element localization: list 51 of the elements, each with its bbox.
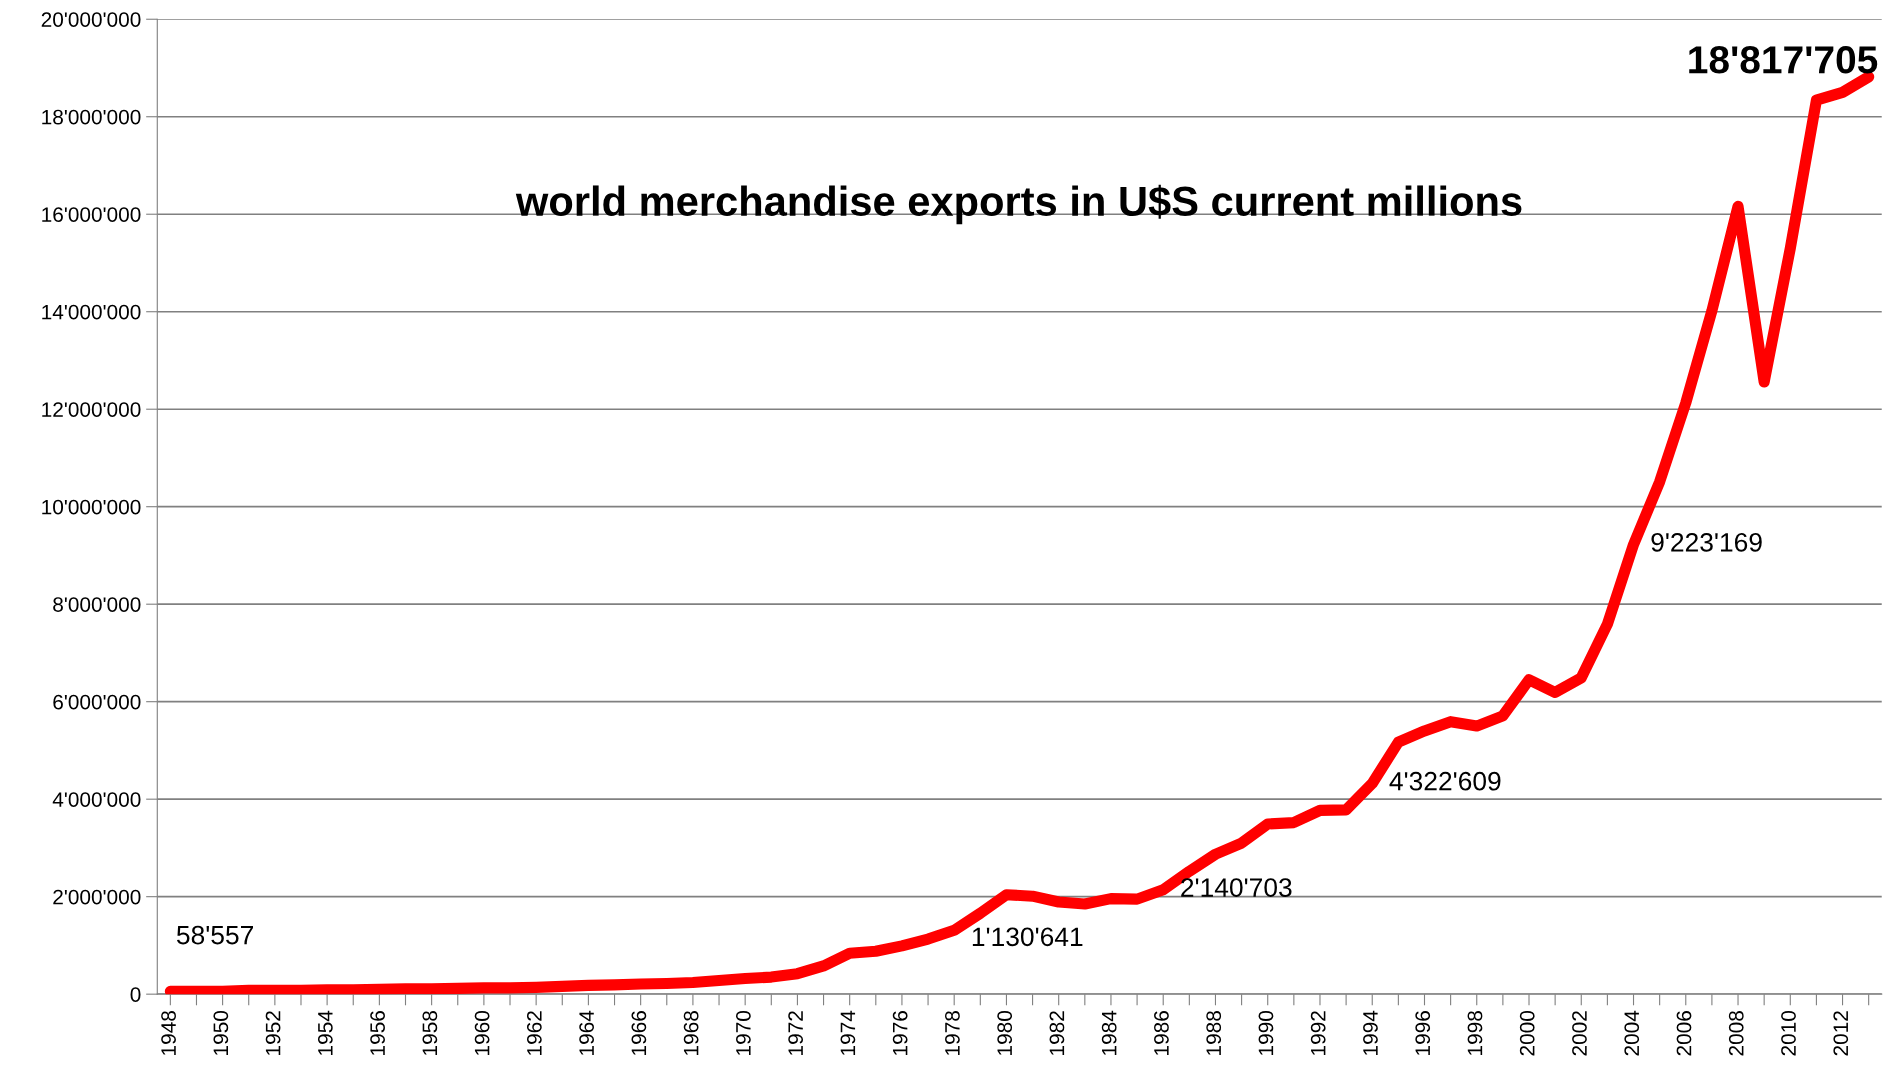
x-tick-label: 1952: [265, 1011, 281, 1055]
annotation: 18'817'705: [1689, 46, 1878, 74]
x-tick-label: 1994: [1363, 1010, 1378, 1055]
x-tick-label: 2000: [1519, 1010, 1535, 1056]
x-tick-label: 1976: [892, 1011, 908, 1055]
x-tick-label: 1970: [736, 1010, 751, 1055]
x-tick-label: 1950: [213, 1010, 229, 1055]
x-tick-label: 2008: [1728, 1011, 1744, 1056]
x-tick-label: 1988: [1206, 1011, 1222, 1055]
y-tick-label: 20'000'000: [41, 12, 141, 27]
y-tick-label: 18'000'000: [42, 109, 141, 125]
y-tick-label: 4'000'000: [52, 792, 141, 807]
x-tick-label: 1998: [1467, 1011, 1483, 1055]
text: world merchandise exports in U$S current millions: [515, 184, 1522, 225]
annotation: 58'557: [176, 925, 253, 945]
x-tick-label: 1996: [1415, 1011, 1431, 1055]
y-tick-label: 10'000'000: [42, 499, 141, 515]
x-tick-label: 1968: [683, 1011, 699, 1055]
x-tick-label: 1990: [1258, 1010, 1274, 1055]
x-tick-label: 1960: [474, 1010, 490, 1055]
annotation: 4'322'609: [1389, 771, 1501, 791]
annotation: 1'130'641: [972, 927, 1083, 947]
annotation: 2'140'703: [1181, 878, 1292, 897]
x-tick-label: 2006: [1676, 1011, 1692, 1056]
x-tick-label: 2002: [1572, 1011, 1587, 1056]
x-tick-label: 1974: [840, 1010, 856, 1055]
x-tick-label: 1986: [1154, 1011, 1169, 1055]
x-tick-label: 1978: [945, 1011, 960, 1055]
y-tick-label: 0: [130, 987, 141, 1002]
x-tick-label: 1980: [997, 1010, 1013, 1055]
x-tick-label: 1966: [631, 1011, 647, 1055]
y-tick-label: 12'000'000: [42, 402, 141, 417]
x-tick-label: 2012: [1833, 1011, 1849, 1056]
x-tick-label: 1962: [526, 1011, 542, 1055]
annotation: 9'223'169: [1651, 532, 1762, 552]
x-tick-label: 1964: [579, 1010, 594, 1055]
x-tick-label: 1984: [1101, 1010, 1117, 1055]
x-tick-label: 1992: [1310, 1011, 1326, 1055]
x-tick-label: 1948: [161, 1011, 176, 1055]
x-tick-label: 2010: [1781, 1010, 1796, 1056]
x-tick-label: 1958: [422, 1011, 438, 1055]
x-tick-label: 1982: [1049, 1011, 1065, 1055]
y-tick-label: 6'000'000: [53, 694, 141, 710]
y-tick-label: 16'000'000: [42, 207, 141, 222]
x-tick-label: 2004: [1624, 1010, 1640, 1056]
x-tick-label: 1956: [370, 1011, 385, 1055]
y-tick-label: 2'000'000: [53, 889, 141, 905]
x-tick-label: 1954: [317, 1010, 333, 1055]
y-tick-label: 14'000'000: [42, 304, 141, 320]
x-tick-label: 1972: [788, 1011, 804, 1055]
y-tick-label: 8'000'000: [53, 597, 141, 612]
